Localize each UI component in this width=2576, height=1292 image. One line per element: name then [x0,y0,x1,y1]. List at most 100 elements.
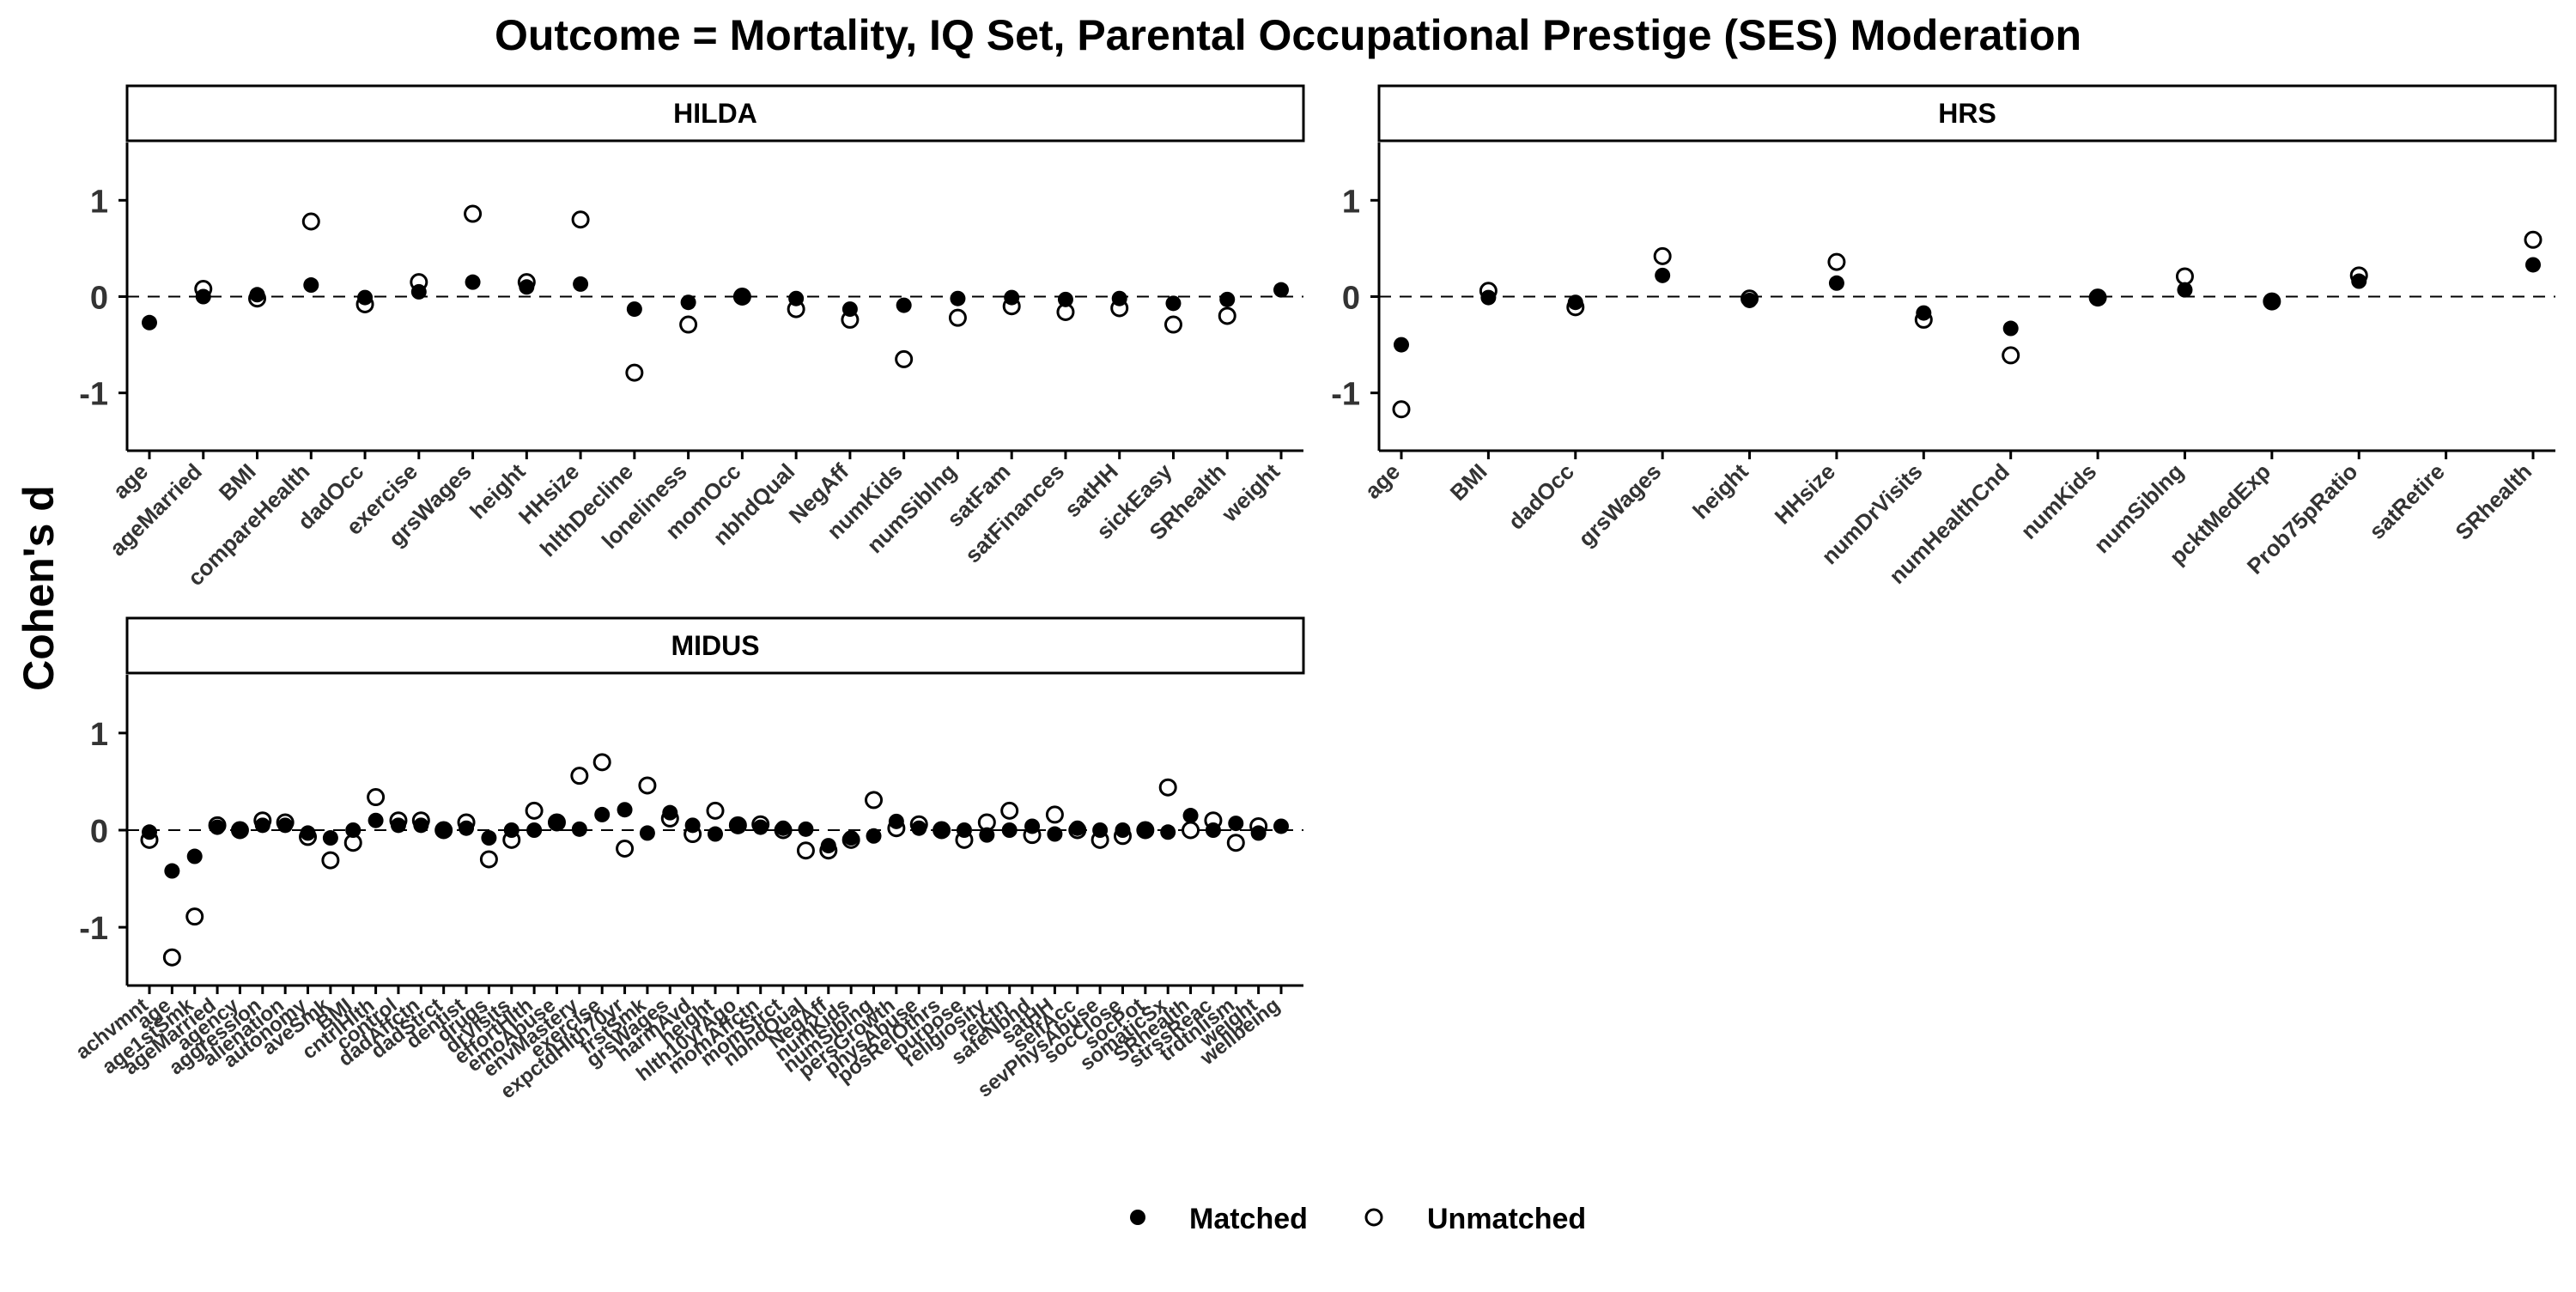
matched-point [1160,824,1176,840]
matched-point [1057,291,1073,307]
matched-point [680,294,696,311]
chart-title: Outcome = Mortality, IQ Set, Parental Oc… [495,11,2081,59]
matched-point [503,822,519,838]
matched-point [662,804,678,821]
unmatched-point [706,801,725,820]
matched-point [1228,816,1244,832]
unmatched-point [185,907,204,926]
y-tick-label: 0 [90,814,108,850]
matched-point [1092,822,1109,838]
x-tick-label: age [1359,458,1405,504]
legend-marker-unmatched [1364,1208,1383,1227]
matched-point [752,819,769,835]
y-tick-label: -1 [1331,377,1360,413]
panel-strip-label-midus: MIDUS [671,630,759,661]
matched-point [390,817,406,834]
matched-point [1916,305,1932,321]
unmatched-point [571,210,590,229]
y-tick-label: -1 [79,911,108,947]
matched-point [1394,337,1409,353]
matched-point [594,806,611,822]
unmatched-point [638,776,657,795]
matched-point [841,301,858,318]
matched-point [1001,822,1018,838]
matched-point [1115,822,1131,838]
panel-strip-label-hrs: HRS [1938,98,1996,129]
unmatched-point [162,948,181,967]
x-tick-label: weight [1216,458,1285,527]
y-tick-label: 1 [1342,184,1360,220]
matched-point [617,802,633,818]
matched-point [345,822,361,838]
matched-point [1219,291,1236,307]
matched-point [1655,267,1671,283]
matched-point [956,822,972,838]
matched-point [210,819,226,835]
unmatched-point [895,349,914,368]
matched-point [820,838,836,854]
matched-point [798,821,814,837]
x-tick-label: BMI [1445,458,1492,506]
matched-point [465,274,481,290]
matched-point [303,277,319,294]
matched-point [142,314,157,331]
matched-point [277,817,294,834]
unmatched-point [1392,400,1411,419]
unmatched-point [570,767,589,786]
matched-point [357,289,374,306]
matched-point [866,828,882,844]
x-tick-label: SRhealth [2450,458,2537,545]
matched-point [195,288,211,305]
matched-point [1828,275,1844,291]
matched-point [142,824,157,840]
matched-point [888,813,904,829]
matched-point [435,822,452,838]
unmatched-point [1218,306,1236,325]
matched-point [979,827,995,843]
matched-point [1182,808,1199,824]
matched-point [254,817,270,834]
matched-point [2090,289,2106,306]
y-tick-label: -1 [79,377,108,413]
matched-point [2177,282,2193,298]
matched-point [164,863,180,879]
unmatched-point [367,788,386,807]
legend: Matched Unmatched [1130,1203,1586,1235]
unmatched-point [2175,267,2194,286]
unmatched-point [301,212,320,231]
matched-point [639,825,655,841]
x-tick-label: satRetire [2364,458,2450,544]
unmatched-point [1827,252,1846,271]
x-tick-label: grsWages [1573,458,1666,551]
unmatched-point [616,839,635,858]
unmatched-point [321,851,340,870]
x-tick-label: dadOcc [1503,458,1579,535]
matched-point [626,301,642,318]
y-axis-label: Cohen's d [15,485,63,691]
unmatched-point [464,204,483,223]
panel-midus: MIDUS-101achvmntageage1stSmkageMarriedag… [71,616,1305,1103]
matched-point [519,279,535,295]
matched-point [2525,257,2541,273]
y-tick-label: 0 [90,281,108,317]
matched-point [896,297,912,313]
matched-point [1205,822,1221,838]
matched-point [1480,289,1497,306]
unmatched-point [1158,778,1177,797]
matched-point [232,822,248,838]
matched-point [775,820,792,836]
matched-point [186,848,203,864]
matched-point [2351,273,2367,289]
panel-strip-hilda [125,84,1305,143]
x-tick-label: height [1687,458,1753,525]
panel-strip-midus [125,616,1305,675]
matched-point [526,822,543,838]
unmatched-point [525,801,544,820]
matched-point [1024,818,1041,834]
matched-point [1741,292,1758,308]
unmatched-point [1226,834,1245,852]
matched-point [481,830,497,846]
matched-point [911,820,927,836]
